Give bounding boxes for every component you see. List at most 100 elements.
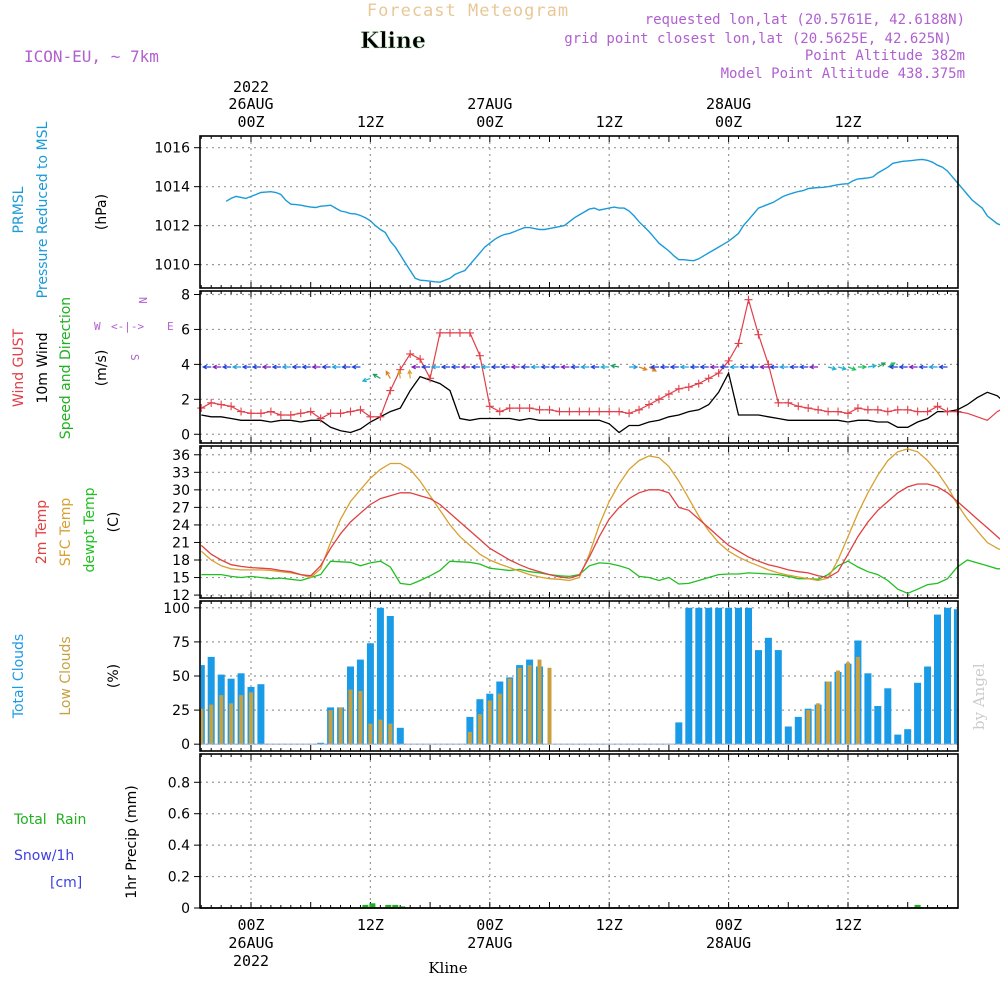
time-label-bottom: 00Z bbox=[715, 916, 742, 934]
wind-gust-marker bbox=[774, 398, 783, 407]
wind-label-gust: Wind GUST bbox=[11, 328, 27, 407]
wind-gust-marker bbox=[794, 402, 803, 411]
low-cloud-bar bbox=[477, 714, 482, 745]
pressure-label-prmsl: PRMSL bbox=[11, 186, 27, 233]
precip-label-cm: [cm] bbox=[50, 875, 82, 891]
y-tick-label: 33 bbox=[172, 465, 190, 481]
wind-direction-arrow bbox=[638, 366, 648, 371]
y-tick-label: 24 bbox=[172, 518, 190, 534]
wind-gust-marker bbox=[237, 407, 246, 416]
cloud-label-total: Total Clouds bbox=[11, 634, 27, 719]
wind-gust-marker bbox=[217, 400, 226, 409]
wind-gust-marker bbox=[495, 407, 504, 416]
total-cloud-bar bbox=[953, 609, 957, 745]
wind-gust-marker bbox=[505, 404, 514, 413]
wind-direction-arrow bbox=[460, 364, 470, 370]
low-cloud-bar bbox=[527, 665, 532, 745]
wind-direction-arrow bbox=[331, 364, 341, 370]
low-cloud-bar bbox=[467, 731, 472, 745]
total-cloud-bar bbox=[874, 706, 882, 745]
wind-direction-arrow bbox=[271, 364, 281, 370]
panel-frame bbox=[199, 290, 959, 444]
total-cloud-bar bbox=[376, 607, 384, 745]
wind-direction-arrow bbox=[749, 364, 759, 370]
y-tick-label: 4 bbox=[181, 357, 190, 373]
total-cloud-bar bbox=[735, 607, 742, 745]
wind-direction-arrow bbox=[341, 364, 351, 370]
wind-direction-arrow bbox=[798, 364, 809, 370]
wind-direction-arrow bbox=[570, 364, 580, 370]
wind-gust-marker bbox=[296, 409, 305, 418]
point-altitude: Point Altitude 382m bbox=[805, 48, 965, 64]
wind-direction-arrow bbox=[610, 363, 620, 369]
wind-gust-marker bbox=[834, 407, 843, 416]
cloud-labels: Total Clouds Low Clouds (%) bbox=[11, 634, 122, 719]
wind-direction-arrow bbox=[291, 364, 301, 370]
y-tick-label: 21 bbox=[172, 535, 190, 551]
wind-gust-marker bbox=[515, 404, 524, 413]
wind-direction-arrow bbox=[590, 364, 600, 370]
y-tick-label: 36 bbox=[172, 448, 190, 464]
total-cloud-bar bbox=[755, 650, 762, 745]
low-cloud-bar bbox=[507, 678, 512, 745]
wind-gust-marker bbox=[844, 409, 852, 418]
wind-direction-arrow bbox=[659, 364, 669, 370]
total-cloud-bar bbox=[675, 722, 683, 745]
wind-gust-marker bbox=[535, 405, 544, 414]
time-label-bottom: 26AUG bbox=[228, 934, 273, 952]
y-tick-label: 75 bbox=[172, 635, 190, 651]
wind-direction-arrow bbox=[629, 364, 639, 370]
wind-direction-arrow bbox=[789, 364, 799, 370]
wind-gust-marker bbox=[625, 409, 634, 418]
wind-direction-arrow bbox=[580, 364, 590, 370]
compass-west: W bbox=[94, 320, 101, 333]
total-cloud-bar bbox=[864, 673, 872, 745]
y-tick-label: 30 bbox=[172, 483, 190, 499]
low-cloud-bar bbox=[517, 667, 522, 745]
total-cloud-bar bbox=[685, 607, 693, 745]
wind-direction-arrow bbox=[221, 364, 232, 370]
total-cloud-bar bbox=[904, 729, 912, 745]
low-cloud-bar bbox=[199, 708, 204, 745]
wind-direction-arrow bbox=[877, 362, 886, 368]
wind-gust-marker bbox=[545, 405, 554, 414]
time-label-bottom: 28AUG bbox=[706, 934, 751, 952]
cloud-panel: 0 25 50 75 100 bbox=[163, 600, 959, 753]
wind-direction-arrow bbox=[440, 364, 450, 370]
low-cloud-bar bbox=[219, 695, 224, 745]
wind-gust-marker bbox=[664, 390, 673, 399]
wind-direction-arrow bbox=[420, 364, 431, 370]
low-cloud-bar bbox=[806, 710, 811, 745]
time-label-top: 27AUG bbox=[467, 95, 512, 113]
wind-gust-marker bbox=[674, 384, 683, 393]
grid-point-location: grid point closest lon,lat (20.5625E, 42… bbox=[564, 31, 952, 47]
y-tick-label: 15 bbox=[172, 571, 190, 587]
wind-direction-arrow bbox=[372, 373, 381, 379]
panel-background bbox=[200, 754, 958, 908]
wind-direction-arrow bbox=[827, 365, 838, 371]
wind-gust-marker bbox=[585, 407, 594, 416]
wind-direction-arrow bbox=[649, 364, 659, 370]
footer-station: Kline bbox=[428, 959, 467, 977]
total-cloud-bar bbox=[695, 607, 703, 745]
y-tick-label: 0.2 bbox=[168, 870, 190, 886]
wind-gust-marker bbox=[465, 328, 474, 337]
temp-2m-line bbox=[200, 483, 1000, 579]
y-tick-label: 27 bbox=[172, 500, 190, 516]
wind-direction-arrow bbox=[241, 364, 251, 370]
y-tick-label: 25 bbox=[172, 703, 190, 719]
wind-direction-arrow bbox=[867, 363, 878, 369]
wind-direction-arrow bbox=[321, 364, 331, 370]
wind-gust-marker bbox=[525, 404, 534, 413]
time-label-top: 00Z bbox=[237, 113, 264, 131]
low-cloud-bar bbox=[537, 659, 542, 745]
wind-labels: Wind GUST 10m Wind Speed and Direction (… bbox=[11, 297, 174, 439]
wind-gust-marker bbox=[416, 355, 425, 364]
time-label-bottom: 12Z bbox=[596, 916, 623, 934]
wind-direction-arrow bbox=[550, 364, 560, 370]
compass-south: S bbox=[128, 354, 141, 361]
pressure-unit: (hPa) bbox=[94, 194, 110, 230]
wind-gust-marker bbox=[704, 374, 713, 383]
wind-unit: (m/s) bbox=[94, 350, 110, 387]
